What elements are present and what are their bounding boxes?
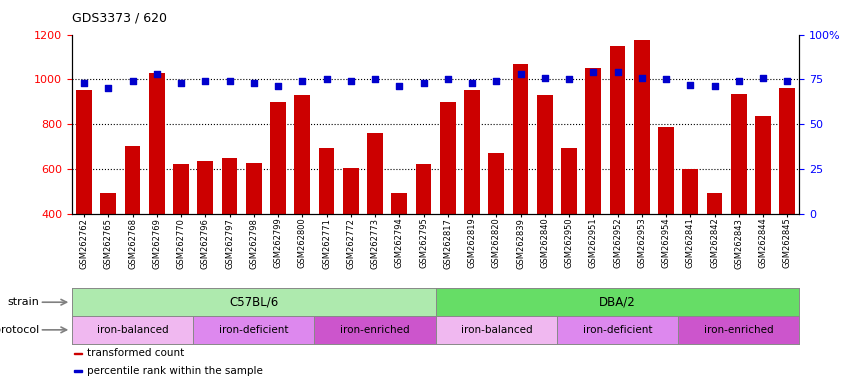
Bar [392, 194, 407, 214]
Bar [124, 146, 140, 214]
Point [708, 83, 722, 89]
Point [781, 78, 794, 84]
Bar [197, 161, 213, 214]
Point [490, 78, 503, 84]
Bar [101, 194, 116, 214]
Text: DBA/2: DBA/2 [599, 296, 636, 309]
Bar [464, 91, 480, 214]
Point [586, 69, 600, 75]
Bar [246, 163, 261, 214]
Point [563, 76, 576, 83]
Bar [222, 157, 238, 214]
Text: percentile rank within the sample: percentile rank within the sample [87, 366, 263, 376]
Point [150, 71, 163, 77]
Bar [294, 95, 310, 214]
Text: iron-deficient: iron-deficient [219, 325, 288, 335]
Bar [488, 153, 504, 214]
Point [222, 78, 236, 84]
Text: iron-balanced: iron-balanced [460, 325, 532, 335]
Bar [74, 353, 82, 354]
Point [393, 83, 406, 89]
Point [441, 76, 454, 83]
Point [272, 83, 285, 89]
Bar [755, 116, 771, 214]
Bar [585, 68, 602, 214]
Bar [658, 127, 674, 214]
Bar [173, 164, 189, 214]
Bar [76, 91, 92, 214]
Point [465, 80, 479, 86]
Bar [683, 169, 698, 214]
Point [538, 74, 552, 81]
Bar [149, 73, 165, 214]
Point [295, 78, 309, 84]
Text: protocol: protocol [0, 325, 40, 335]
Bar [706, 194, 722, 214]
Point [174, 80, 188, 86]
Point [344, 78, 358, 84]
Text: GDS3373 / 620: GDS3373 / 620 [72, 12, 167, 25]
Bar [513, 64, 529, 214]
Bar [610, 46, 625, 214]
Text: iron-deficient: iron-deficient [583, 325, 652, 335]
Point [514, 71, 527, 77]
Point [102, 85, 115, 91]
Bar [319, 147, 334, 214]
Point [320, 76, 333, 83]
Text: iron-enriched: iron-enriched [340, 325, 409, 335]
Bar [731, 94, 747, 214]
Text: iron-balanced: iron-balanced [96, 325, 168, 335]
Bar [343, 168, 359, 214]
Point [199, 78, 212, 84]
Point [756, 74, 770, 81]
Point [611, 69, 624, 75]
Text: C57BL/6: C57BL/6 [229, 296, 278, 309]
Bar [537, 95, 552, 214]
Bar [634, 40, 650, 214]
Point [732, 78, 745, 84]
Bar [270, 102, 286, 214]
Point [77, 80, 91, 86]
Point [659, 76, 673, 83]
Bar [74, 370, 82, 372]
Text: iron-enriched: iron-enriched [704, 325, 773, 335]
Point [684, 81, 697, 88]
Bar [440, 102, 456, 214]
Bar [367, 133, 383, 214]
Bar [561, 147, 577, 214]
Text: transformed count: transformed count [87, 348, 184, 358]
Point [247, 80, 261, 86]
Bar [415, 164, 431, 214]
Text: strain: strain [8, 297, 40, 307]
Point [635, 74, 649, 81]
Point [417, 80, 431, 86]
Point [126, 78, 140, 84]
Point [368, 76, 382, 83]
Bar [779, 88, 795, 214]
